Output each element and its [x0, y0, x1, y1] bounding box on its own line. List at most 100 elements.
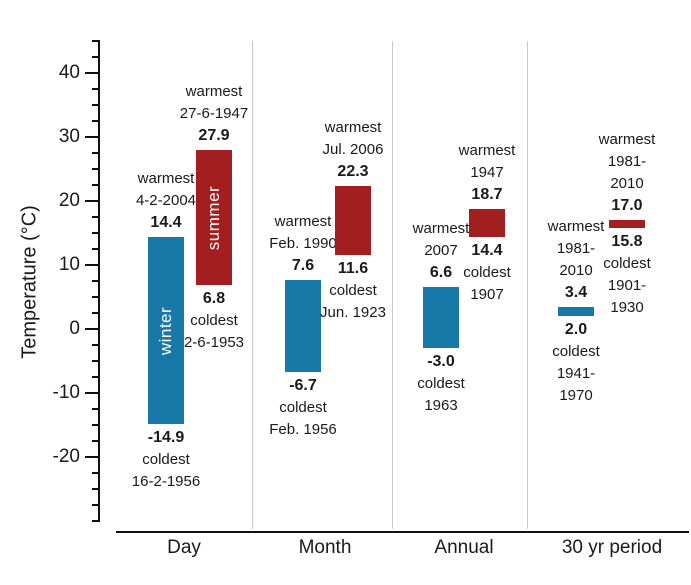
y-axis-tick-label: -20 — [52, 446, 80, 467]
y-axis-tick-label: 10 — [58, 254, 80, 275]
y-axis-minor-tick — [92, 296, 100, 298]
y-axis-major-tick — [85, 392, 100, 394]
bar-day-warm: summer — [196, 150, 232, 286]
min-value-label: -6.7 — [289, 376, 317, 394]
y-axis-minor-tick — [92, 344, 100, 346]
min-value-label: 14.4 — [471, 241, 503, 259]
annotation-line: 1970 — [559, 387, 593, 405]
y-axis-minor-tick — [92, 360, 100, 362]
annotation-above-30-yr-period-warm: warmest 1981- 2010 17.0 — [562, 129, 691, 217]
annotation-line: coldest — [279, 398, 327, 416]
annotation-line: warmest — [547, 218, 605, 236]
annotation-line: 2-6-1953 — [183, 334, 245, 352]
y-axis-minor-tick — [92, 56, 100, 58]
annotation-line: coldest — [190, 312, 238, 330]
y-axis-major-tick — [85, 328, 100, 330]
annotation-below-day-warm: 6.8 coldest 2-6-1953 — [149, 288, 279, 354]
annotation-line: 1981- — [556, 240, 596, 258]
annotation-line: 27-6-1947 — [179, 105, 249, 123]
annotation-below-annual-warm: 14.4 coldest 1907 — [422, 240, 552, 306]
category-label-30-yr-period: 30 yr period — [561, 537, 663, 558]
annotation-above-30-yr-period-cold: warmest 1981- 2010 3.4 — [511, 216, 641, 304]
annotation-line: 1930 — [610, 298, 644, 316]
y-axis-minor-tick — [92, 488, 100, 490]
y-axis-minor-tick — [92, 152, 100, 154]
annotation-line: Jun. 1923 — [320, 303, 386, 321]
bar-annual-warm — [469, 209, 505, 237]
annotation-line: coldest — [552, 343, 600, 361]
annotation-line: warmest — [458, 142, 516, 160]
category-label-day: Day — [167, 537, 201, 558]
annotation-below-month-warm: 11.6 coldest Jun. 1923 — [288, 258, 418, 324]
bar-annual-cold — [423, 286, 459, 349]
annotation-line: 2010 — [559, 262, 593, 280]
annotation-line: coldest — [142, 451, 190, 469]
max-value-label: 14.4 — [150, 213, 182, 231]
bar-label-wrap: summer — [196, 150, 232, 285]
y-axis-tick-label: 30 — [58, 126, 80, 147]
y-axis-tick-label: 40 — [58, 62, 80, 83]
annotation-line: warmest — [324, 119, 382, 137]
annotation-line: 4-2-2004 — [135, 191, 197, 209]
annotation-line: Feb. 1990 — [269, 235, 337, 253]
annotation-line: coldest — [603, 254, 651, 272]
annotation-line: 1901- — [607, 276, 647, 294]
y-axis-minor-tick — [92, 520, 100, 522]
min-value-label: 2.0 — [564, 321, 588, 339]
y-axis-minor-tick — [92, 440, 100, 442]
max-value-label: 17.0 — [611, 197, 643, 215]
category-separator-line-2 — [527, 41, 528, 529]
annotation-line: warmest — [274, 213, 332, 231]
annotation-above-annual-warm: warmest 1947 18.7 — [422, 140, 552, 206]
category-label-annual: Annual — [434, 537, 494, 558]
annotation-line: Feb. 1956 — [269, 420, 337, 438]
annotation-line: warmest — [185, 83, 243, 101]
y-axis-tick-label: 20 — [58, 190, 80, 211]
max-value-label: 7.6 — [291, 257, 315, 275]
y-axis-minor-tick — [92, 472, 100, 474]
y-axis-tick-label: 0 — [69, 318, 80, 339]
bar-30-yr-period-warm — [609, 220, 645, 228]
annotation-line: 1963 — [424, 397, 458, 415]
annotation-line: Jul. 2006 — [322, 141, 384, 159]
annotation-below-annual-cold: -3.0 coldest 1963 — [376, 351, 506, 417]
bar-day-cold: winter — [148, 236, 184, 425]
annotation-line: warmest — [598, 131, 656, 149]
bar-month-warm — [335, 186, 371, 255]
y-axis-minor-tick — [92, 104, 100, 106]
annotation-line: warmest — [137, 169, 195, 187]
annotation-above-annual-cold: warmest 2007 6.6 — [376, 218, 506, 284]
category-separator-line-1 — [392, 41, 393, 529]
y-axis-minor-tick — [92, 120, 100, 122]
min-value-label: 6.8 — [202, 290, 226, 308]
category-label-month: Month — [298, 537, 352, 558]
y-axis-minor-tick — [92, 184, 100, 186]
annotation-line: 1941- — [556, 365, 596, 383]
min-value-label: 11.6 — [337, 259, 369, 277]
annotation-line: 1981- — [607, 153, 647, 171]
min-value-label: 15.8 — [611, 232, 643, 250]
y-axis-major-tick — [85, 72, 100, 74]
y-axis-minor-tick — [92, 312, 100, 314]
annotation-line: 16-2-1956 — [131, 473, 201, 491]
y-axis-minor-tick — [92, 424, 100, 426]
annotation-below-30-yr-period-warm: 15.8 coldest 1901- 1930 — [562, 231, 691, 319]
annotation-below-30-yr-period-cold: 2.0 coldest 1941- 1970 — [511, 319, 641, 407]
y-axis-major-tick — [85, 200, 100, 202]
max-value-label: 6.6 — [429, 263, 453, 281]
min-value-label: -14.9 — [147, 429, 185, 447]
y-axis-minor-tick — [92, 40, 100, 42]
annotation-line: 1907 — [470, 285, 504, 303]
annotation-above-day-cold: warmest 4-2-2004 14.4 — [101, 168, 231, 234]
y-axis-minor-tick — [92, 376, 100, 378]
bar-30-yr-period-cold — [558, 307, 594, 317]
y-axis-major-tick — [85, 136, 100, 138]
y-axis-minor-tick — [92, 216, 100, 218]
y-axis-minor-tick — [92, 232, 100, 234]
y-axis-tick-label: -10 — [52, 382, 80, 403]
y-axis-minor-tick — [92, 168, 100, 170]
min-value-label: -3.0 — [427, 353, 455, 371]
annotation-above-month-warm: warmest Jul. 2006 22.3 — [288, 117, 418, 183]
annotation-below-day-cold: -14.9 coldest 16-2-1956 — [101, 427, 231, 493]
